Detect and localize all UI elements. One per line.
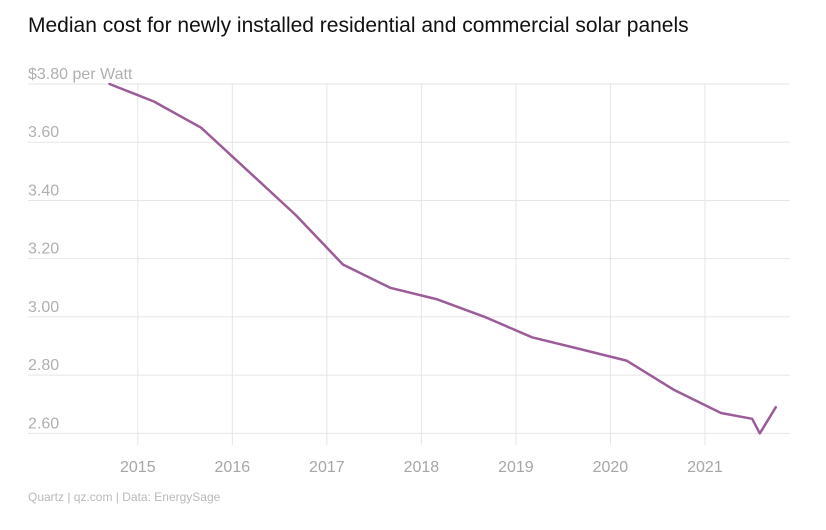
x-tick-label: 2015	[120, 459, 156, 476]
y-axis-ticks: $3.80 per Watt 3.60 3.40 3.20 3.00 2.80 2.60	[28, 66, 133, 432]
y-tick-label: 2.60	[28, 415, 59, 432]
vertical-gridlines	[137, 84, 706, 445]
series-line	[108, 82, 778, 435]
horizontal-gridlines	[28, 83, 790, 434]
series-layer	[108, 82, 778, 435]
x-tick-label: 2017	[309, 459, 345, 476]
y-tick-label: 3.00	[28, 299, 59, 316]
source-note: Quartz | qz.com | Data: EnergySage	[28, 490, 221, 504]
y-tick-label: 3.20	[28, 241, 59, 258]
x-tick-label: 2016	[215, 459, 251, 476]
x-axis-ticks: 2015 2016 2017 2018 2019 2020 2021	[120, 459, 723, 476]
y-tick-label: 3.40	[28, 182, 59, 199]
x-tick-label: 2020	[593, 459, 629, 476]
chart-title: Median cost for newly installed resident…	[28, 14, 689, 37]
y-tick-label: $3.80 per Watt	[28, 66, 133, 83]
x-tick-label: 2018	[404, 459, 440, 476]
x-tick-label: 2019	[498, 459, 534, 476]
x-tick-label: 2021	[687, 459, 723, 476]
line-chart: $3.80 per Watt 3.60 3.40 3.20 3.00 2.80 2.60 2…	[28, 66, 790, 476]
y-tick-label: 3.60	[28, 124, 59, 141]
y-tick-label: 2.80	[28, 357, 59, 374]
